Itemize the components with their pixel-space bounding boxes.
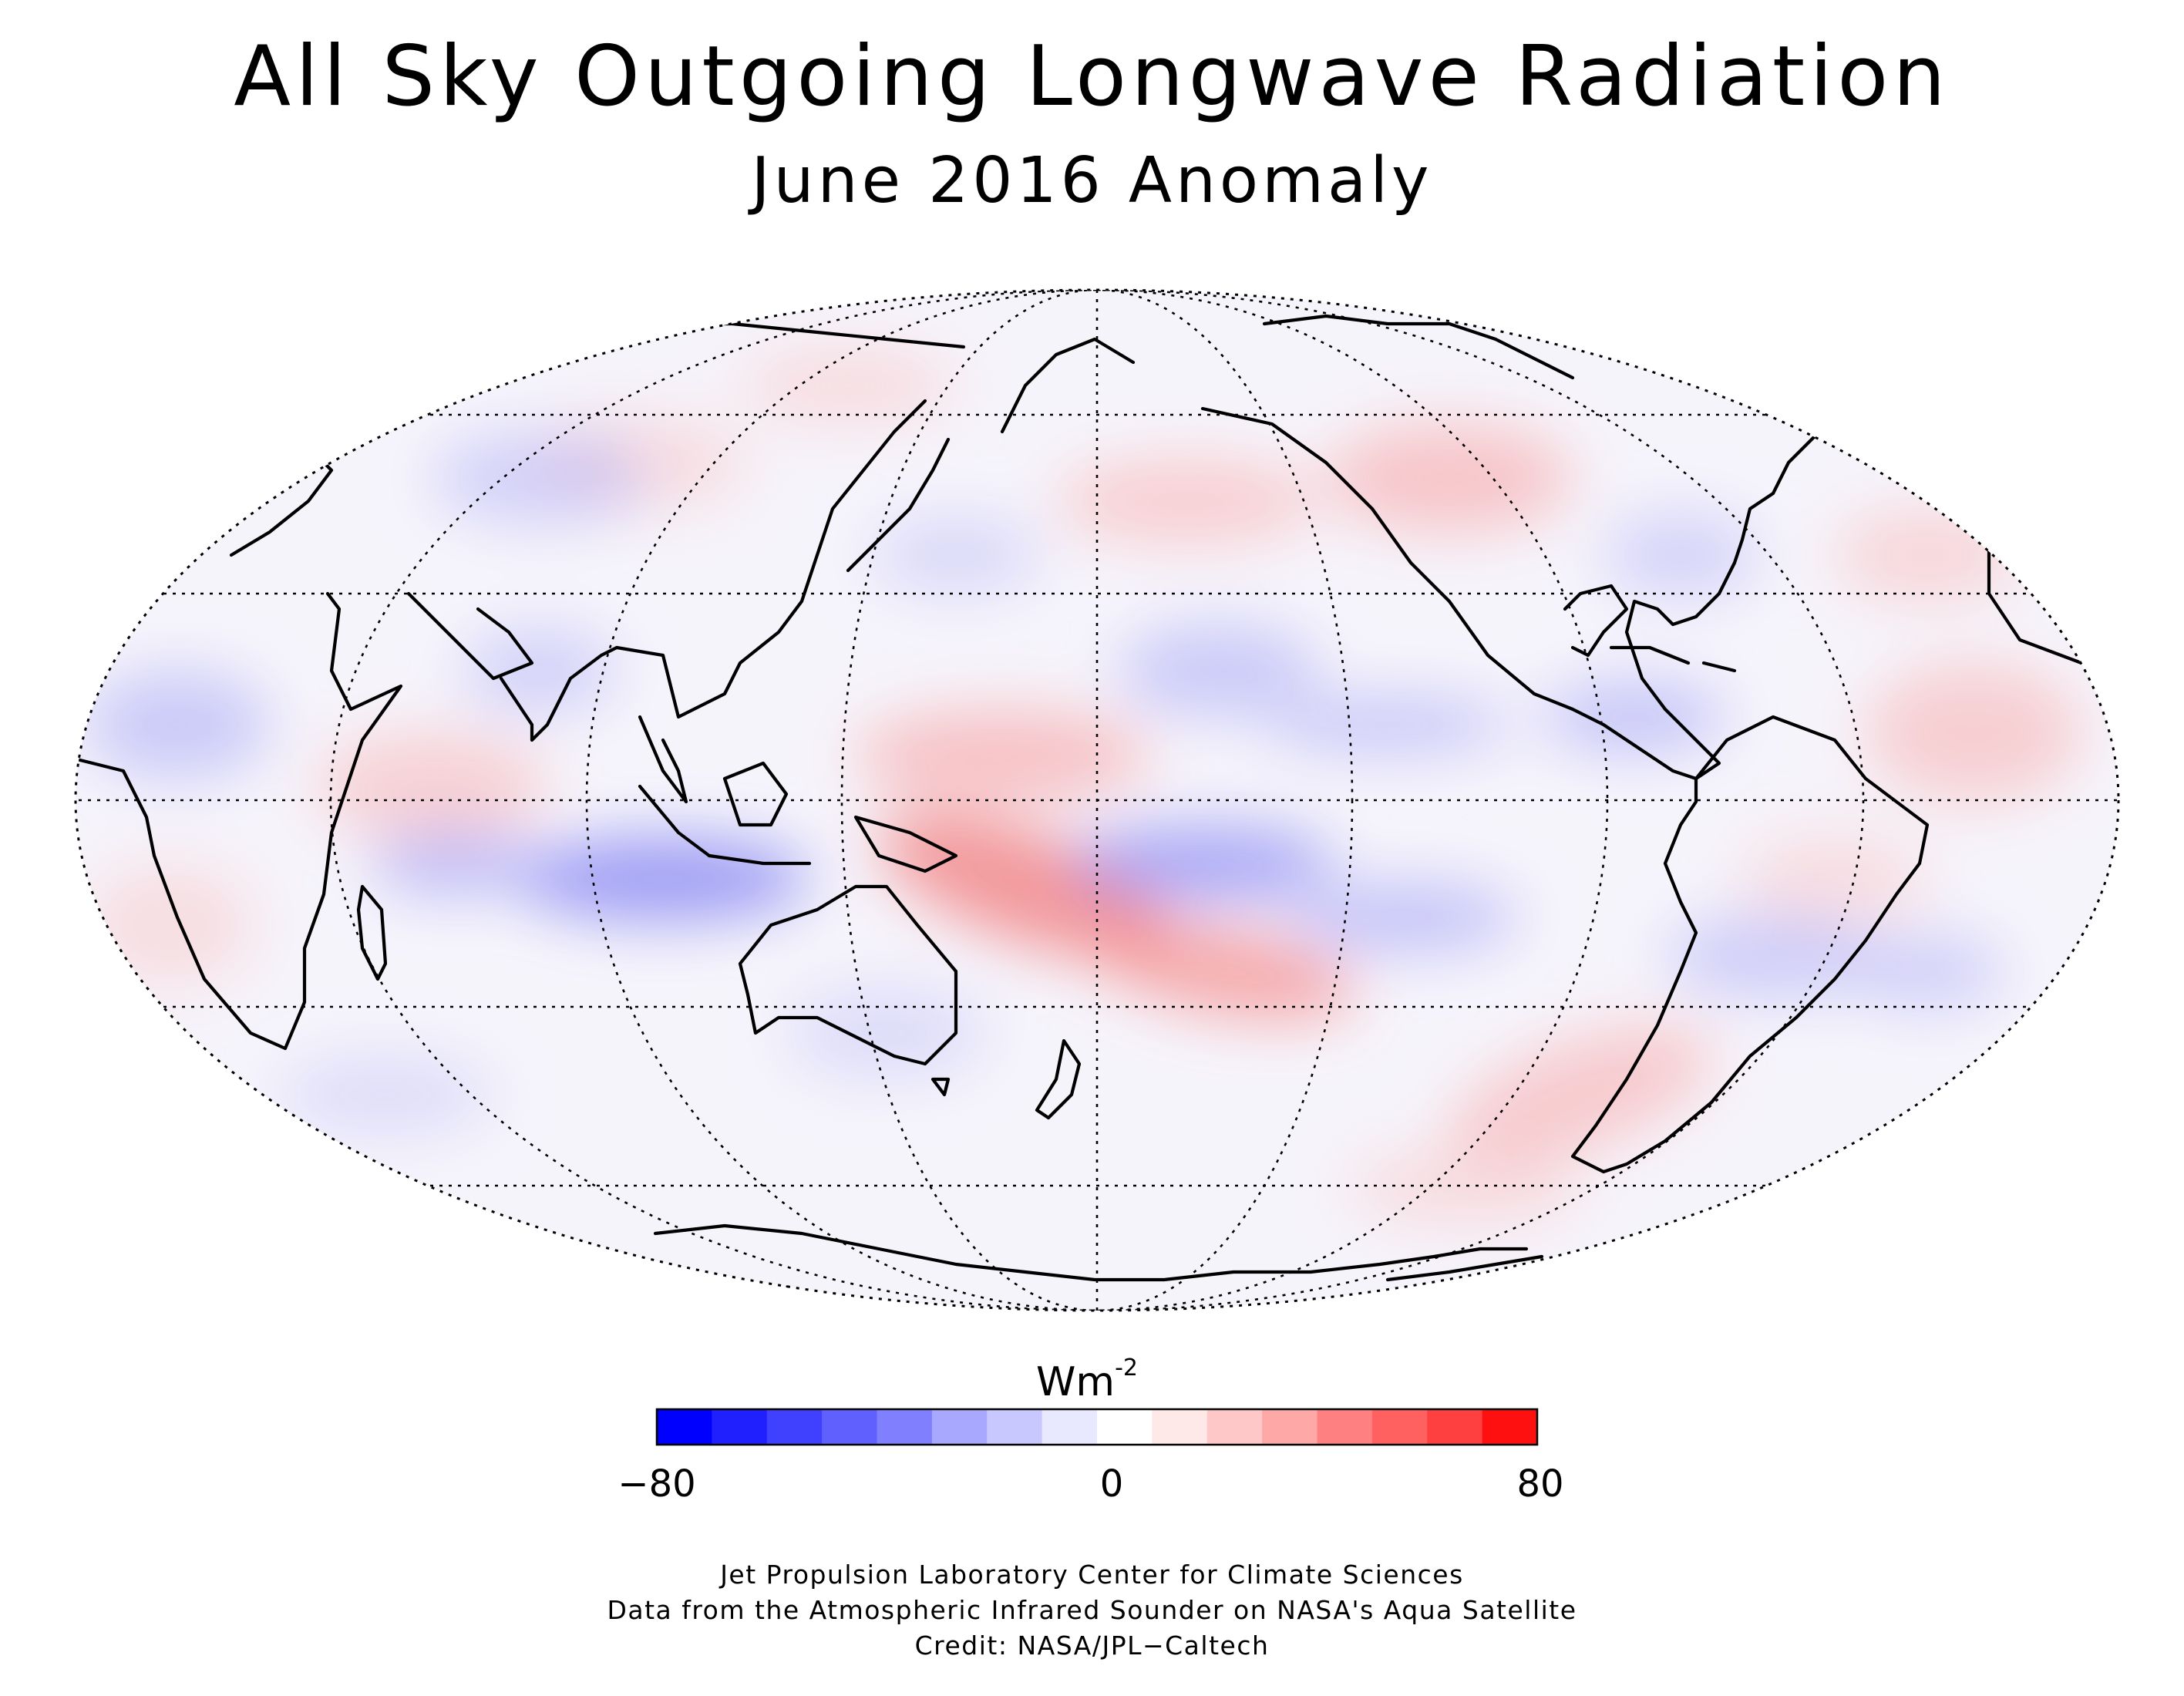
colorbar-swatch [1262,1409,1318,1445]
colorbar-swatch [657,1409,712,1445]
map-title: All Sky Outgoing Longwave Radiation [234,29,1950,125]
colorbar-swatch [712,1409,768,1445]
colorbar-min-label: −80 [618,1462,696,1506]
graticule [76,290,2118,1311]
colorbar-swatch [1427,1409,1483,1445]
madagascar-coast [356,884,388,981]
colorbar-mid-label: 0 [1099,1462,1124,1506]
new-zealand-coast [1035,1038,1082,1120]
japan-coast [846,437,951,573]
colorbar-border [655,1408,1539,1446]
colorbar-swatch [877,1409,933,1445]
colorbar-unit: Wm-2 [1036,1354,1138,1405]
credit-line-3: Credit: NASA/JPL−Caltech [914,1630,1270,1661]
colorbar-swatch [822,1409,878,1445]
antarctic-peninsula-coast [1385,1254,1544,1282]
north-america-coast [1200,375,1891,781]
colorbar-swatch [1042,1409,1098,1445]
credit-line-2: Data from the Atmospheric Infrared Sound… [607,1595,1577,1625]
colorbar-swatch [987,1409,1043,1445]
colorbar-swatch [1206,1409,1263,1445]
borneo-coast [722,761,789,827]
colorbar-swatch [766,1409,823,1445]
south-america-coast [1570,715,1930,1174]
africa-coast [76,591,403,1051]
cuba-coast [1609,645,1691,665]
credit-line-1: Jet Propulsion Laboratory Center for Cli… [720,1560,1464,1590]
new-guinea-coast [853,815,958,873]
map-subtitle: June 2016 Anomaly [751,144,1433,217]
australia-coast [738,884,958,1066]
antarctica-coast [653,1223,1529,1282]
colorbar-swatch [1371,1409,1428,1445]
colorbar-swatch [1482,1409,1538,1445]
globe-outline [74,288,2120,1312]
colorbar-swatch [931,1409,988,1445]
greenland-coast [1262,314,1575,380]
java-coast [707,853,812,866]
indochina-coast [638,715,688,804]
se-asia-coast [614,399,927,719]
colorbar-max-label: 80 [1516,1462,1564,1506]
sumatra-coast [638,784,712,858]
credits: Jet Propulsion Laboratory Center for Cli… [0,1557,2184,1664]
colorbar-swatch [1152,1409,1208,1445]
hispaniola-coast [1701,661,1737,673]
india-coast [499,645,619,742]
tasmania-coast [930,1077,951,1097]
colorbar-swatch [1317,1409,1373,1445]
colorbar-swatch [1097,1409,1153,1445]
kamchatka-coast [1000,337,1136,434]
colorbar [655,1408,1539,1446]
arabia-coast [406,591,534,681]
gulf-coast [1563,584,1629,658]
anomaly-field [85,347,2081,1226]
